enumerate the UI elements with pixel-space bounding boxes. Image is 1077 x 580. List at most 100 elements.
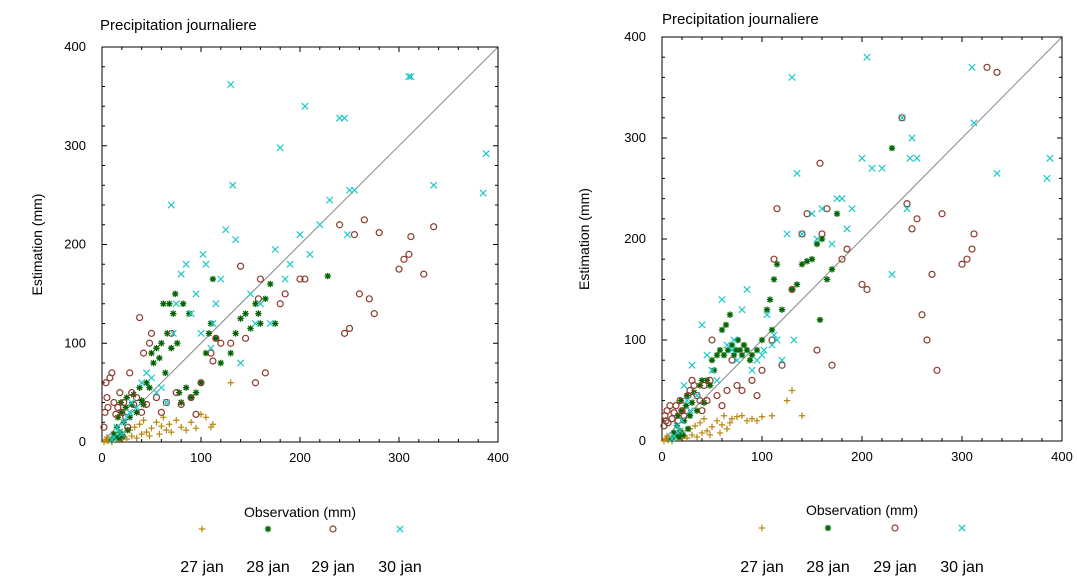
data-point [202, 349, 210, 357]
data-point [746, 357, 754, 364]
data-point [720, 351, 728, 359]
data-point [818, 205, 826, 213]
data-point [217, 359, 224, 367]
data-point [167, 329, 175, 337]
data-point [336, 221, 344, 229]
data-point [708, 357, 716, 364]
data-point [828, 240, 836, 248]
data-point [763, 306, 771, 313]
data-point [803, 210, 811, 218]
data-point [726, 419, 734, 427]
data-point [286, 260, 294, 268]
data-point [202, 260, 210, 268]
data-point [123, 413, 131, 421]
data-point [743, 417, 751, 424]
data-point [296, 231, 304, 239]
data-point [118, 430, 126, 438]
data-point [758, 366, 766, 374]
data-point [710, 367, 718, 374]
data-point [788, 387, 796, 394]
data-point [670, 429, 678, 437]
data-point [395, 265, 403, 273]
data-point [816, 159, 824, 167]
data-point [199, 250, 207, 258]
data-point [326, 196, 334, 204]
data-point [207, 349, 215, 357]
data-point [693, 391, 701, 400]
data-point [843, 225, 851, 233]
data-point [207, 344, 215, 352]
data-point [166, 300, 173, 307]
data-point [209, 357, 217, 365]
data-point [140, 417, 147, 424]
data-point [222, 226, 230, 234]
data-point [958, 260, 966, 268]
data-point [770, 331, 778, 339]
data-point [182, 260, 190, 268]
y-tick-label: 200 [64, 237, 86, 252]
data-point [696, 419, 704, 427]
data-point [691, 422, 699, 430]
data-point [993, 169, 1001, 177]
data-point [306, 250, 314, 258]
data-point [157, 384, 166, 392]
data-point [743, 285, 751, 294]
data-point [133, 393, 141, 402]
x-tick-label: 300 [388, 450, 410, 465]
data-point [324, 272, 331, 280]
data-point [227, 379, 234, 386]
data-point [716, 429, 724, 437]
data-point [686, 412, 694, 419]
data-point [281, 275, 289, 283]
data-point [187, 393, 195, 402]
data-point [753, 346, 761, 354]
x-tick-label: 0 [98, 450, 105, 465]
data-point [116, 389, 124, 397]
data-point [823, 205, 831, 213]
legend-marker [329, 525, 337, 533]
data-point [675, 433, 683, 441]
data-point [360, 216, 368, 224]
data-point [227, 80, 235, 89]
data-point [662, 417, 670, 425]
data-point [703, 351, 711, 359]
data-point [172, 290, 179, 298]
data-point [271, 245, 279, 254]
data-point [813, 346, 821, 354]
data-point [813, 240, 821, 248]
data-point [798, 261, 806, 268]
data-point [888, 270, 896, 278]
data-point [153, 419, 160, 426]
data-point [766, 296, 774, 303]
data-point [680, 417, 688, 424]
data-point [760, 346, 768, 354]
x-tick-label: 100 [751, 449, 773, 464]
data-point [148, 349, 155, 357]
data-point [798, 230, 806, 238]
data-point [688, 431, 696, 439]
data-point [345, 324, 354, 333]
data-point [788, 286, 796, 293]
data-point [720, 412, 728, 419]
series-circle [660, 63, 1001, 430]
data-point [147, 374, 156, 382]
data-point [375, 229, 383, 237]
data-point [202, 414, 210, 421]
data-point [718, 402, 726, 410]
data-point [128, 432, 135, 440]
data-point [708, 423, 716, 431]
data-point [738, 351, 746, 359]
data-point [163, 426, 170, 434]
data-point [246, 290, 255, 298]
data-point [682, 402, 690, 409]
legend-label: 28 jan [806, 559, 850, 576]
data-point [728, 341, 736, 349]
data-point [718, 326, 726, 334]
data-point [928, 270, 936, 278]
data-point [197, 379, 205, 386]
data-point [748, 415, 756, 422]
data-point [838, 255, 846, 263]
data-point [185, 310, 193, 317]
data-point [120, 398, 128, 407]
x-tick-label: 200 [851, 449, 873, 464]
